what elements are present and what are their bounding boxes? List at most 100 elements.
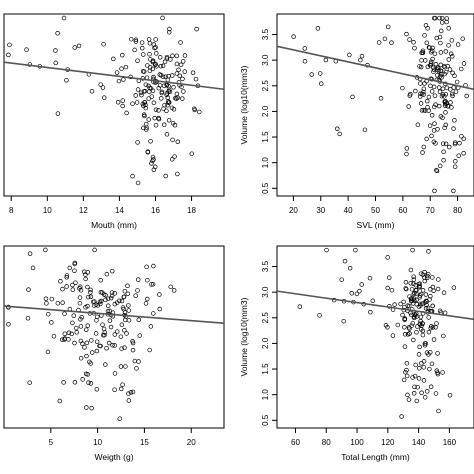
data-point (84, 405, 89, 410)
data-point (90, 350, 95, 355)
data-point (118, 364, 124, 369)
data-point (354, 291, 360, 297)
data-point (452, 118, 457, 123)
data-point (154, 51, 159, 56)
data-point (89, 89, 95, 94)
data-point (57, 398, 63, 404)
data-point (117, 416, 122, 421)
data-point (104, 345, 109, 351)
data-point (93, 331, 99, 336)
data-point (435, 72, 440, 78)
data-point (112, 343, 117, 348)
data-point (400, 312, 405, 318)
regression-line (277, 290, 474, 321)
data-point (133, 93, 138, 98)
data-point (368, 309, 373, 315)
data-point (420, 288, 426, 293)
data-point (49, 296, 55, 302)
data-point (412, 45, 417, 51)
data-point (421, 144, 427, 150)
data-point (440, 115, 445, 121)
data-point (438, 40, 443, 46)
data-point (436, 277, 441, 282)
data-point (448, 51, 454, 57)
data-point (452, 141, 458, 147)
data-point (88, 381, 94, 386)
data-point (158, 63, 164, 69)
data-point (459, 133, 464, 139)
data-point (156, 85, 162, 91)
data-point (335, 126, 340, 131)
data-point (145, 296, 150, 302)
data-point (437, 89, 443, 95)
data-point (420, 332, 426, 338)
data-point (118, 334, 124, 339)
y-tick-label: 1.0 (261, 389, 270, 401)
data-point (436, 68, 442, 74)
data-point (157, 292, 162, 297)
data-point (112, 387, 117, 392)
x-tick-label: 140 (412, 438, 426, 447)
data-point (25, 315, 31, 321)
data-point (291, 34, 296, 39)
data-point (111, 56, 116, 62)
data-point (170, 73, 175, 78)
data-point (121, 77, 126, 82)
data-point (324, 247, 329, 253)
data-point (405, 332, 411, 337)
data-point (449, 91, 455, 97)
y-tick-label: 0.5 (261, 414, 270, 426)
data-point (83, 272, 88, 277)
data-point (51, 333, 57, 339)
data-point (424, 40, 430, 46)
data-point (122, 288, 128, 294)
data-point (430, 45, 435, 51)
y-tick-label: 0.5 (261, 182, 270, 194)
data-point (442, 125, 447, 131)
data-point (362, 127, 368, 133)
data-point (180, 96, 185, 101)
data-point (27, 251, 33, 256)
data-point (105, 308, 111, 314)
data-point (161, 106, 166, 111)
data-point (450, 93, 455, 99)
data-point (145, 150, 151, 155)
data-point (55, 31, 60, 36)
data-point (85, 284, 90, 290)
data-point (431, 139, 437, 145)
data-point (109, 290, 115, 295)
x-tick-label: 10 (93, 438, 102, 447)
data-point (400, 85, 405, 91)
data-point (101, 326, 107, 332)
data-point (464, 93, 469, 99)
data-point (410, 247, 415, 253)
data-point (430, 284, 436, 290)
data-point (418, 318, 423, 324)
data-point (419, 390, 424, 395)
data-point (406, 397, 412, 402)
data-point (71, 313, 77, 318)
data-point (418, 81, 423, 86)
data-point (411, 337, 416, 343)
data-point (408, 267, 414, 273)
data-point (347, 265, 353, 271)
data-point (152, 164, 158, 170)
data-point (135, 288, 140, 293)
y-tick-label: 2.5 (261, 312, 270, 324)
data-point (130, 101, 135, 106)
data-point (114, 70, 120, 75)
plot-area (4, 15, 224, 186)
data-point (162, 59, 168, 65)
data-point (85, 270, 91, 275)
data-point (427, 123, 433, 128)
data-point (412, 373, 418, 379)
data-point (407, 37, 412, 42)
data-point (89, 405, 94, 411)
x-tick-label: 8 (9, 206, 14, 215)
x-axis-label: Total Length (mm) (341, 452, 410, 462)
data-point (337, 131, 342, 137)
data-point (402, 344, 408, 349)
x-axis-label: Weigth (g) (94, 452, 133, 462)
data-point (174, 53, 180, 59)
data-point (181, 89, 186, 94)
